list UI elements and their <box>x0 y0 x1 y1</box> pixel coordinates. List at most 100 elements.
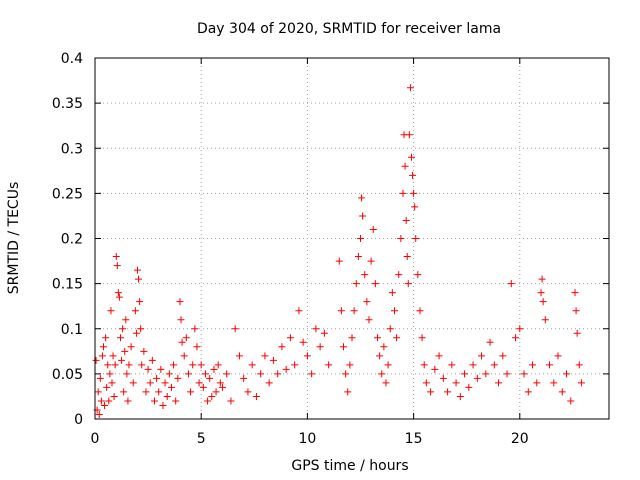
data-point <box>155 388 163 396</box>
data-point <box>465 383 473 391</box>
data-point <box>412 235 420 242</box>
data-point <box>231 325 239 333</box>
data-point <box>97 397 105 405</box>
data-point <box>388 289 396 297</box>
data-point <box>573 329 581 337</box>
data-point <box>199 383 207 391</box>
data-point <box>201 370 209 378</box>
data-point <box>563 370 571 378</box>
data-point <box>365 316 373 324</box>
data-point <box>96 374 104 382</box>
data-point <box>486 338 494 346</box>
data-point <box>116 334 124 342</box>
data-point <box>150 397 158 405</box>
data-point <box>572 307 580 315</box>
data-point <box>416 307 424 315</box>
data-point <box>121 347 129 355</box>
y-tick-label: 0.15 <box>52 277 83 293</box>
data-point <box>244 388 252 396</box>
x-axis-label: GPS time / hours <box>291 458 408 474</box>
data-point <box>395 271 403 279</box>
data-point <box>214 361 222 369</box>
y-tick-label: 0.1 <box>61 322 83 338</box>
data-point <box>537 289 545 297</box>
data-point <box>146 379 154 387</box>
data-point <box>352 280 360 288</box>
data-point <box>507 280 515 288</box>
data-point <box>546 361 554 369</box>
data-point <box>153 374 161 382</box>
data-point <box>119 325 127 333</box>
data-point <box>524 388 532 396</box>
data-point <box>435 352 443 360</box>
data-point <box>120 388 128 396</box>
data-point <box>420 361 428 369</box>
y-axis-label: SRMTID / TECUs <box>6 182 22 295</box>
data-point <box>165 370 173 378</box>
data-point <box>403 253 411 261</box>
data-point <box>261 352 269 360</box>
data-point <box>359 212 367 220</box>
data-point <box>358 194 366 202</box>
data-point <box>127 343 135 351</box>
data-point <box>265 379 273 387</box>
data-point <box>114 289 122 297</box>
data-point <box>235 352 243 360</box>
data-point <box>269 356 277 364</box>
data-point <box>558 388 566 396</box>
data-point <box>356 235 364 242</box>
data-point <box>577 379 585 387</box>
data-point <box>371 280 379 288</box>
data-point <box>499 352 507 360</box>
data-points <box>92 84 585 418</box>
data-point <box>469 361 477 369</box>
data-point <box>206 374 214 382</box>
data-point <box>541 316 549 324</box>
data-point <box>354 253 362 261</box>
data-point <box>115 293 123 301</box>
data-point <box>316 343 324 351</box>
data-point <box>184 370 192 378</box>
data-point <box>216 379 224 387</box>
data-point <box>376 352 384 360</box>
data-point <box>399 189 407 197</box>
data-point <box>104 361 112 369</box>
data-point <box>348 334 356 342</box>
data-point <box>490 361 498 369</box>
data-point <box>325 361 333 369</box>
data-point <box>538 275 546 283</box>
data-point <box>337 307 345 315</box>
data-point <box>182 334 190 342</box>
data-point <box>340 343 348 351</box>
axis-ticks <box>94 57 609 420</box>
data-point <box>95 410 103 418</box>
data-point <box>195 379 203 387</box>
data-point <box>382 379 390 387</box>
data-point <box>131 307 139 315</box>
data-point <box>286 334 294 342</box>
data-point <box>187 388 195 396</box>
x-tick-label: 5 <box>197 431 206 447</box>
data-point <box>335 257 343 265</box>
data-point <box>223 370 231 378</box>
data-point <box>161 379 169 387</box>
data-point <box>461 370 469 378</box>
data-point <box>99 343 107 351</box>
data-point <box>409 171 417 179</box>
data-point <box>444 388 452 396</box>
data-point <box>393 334 401 342</box>
data-point <box>257 370 265 378</box>
data-point <box>363 298 371 306</box>
data-point <box>402 216 410 224</box>
data-point <box>148 356 156 364</box>
data-point <box>482 370 490 378</box>
data-point <box>575 361 583 369</box>
data-point <box>378 370 386 378</box>
data-point <box>140 347 148 355</box>
data-point <box>125 361 133 369</box>
data-point <box>248 361 256 369</box>
data-point <box>303 352 311 360</box>
data-point <box>105 397 113 405</box>
data-point <box>106 370 114 378</box>
